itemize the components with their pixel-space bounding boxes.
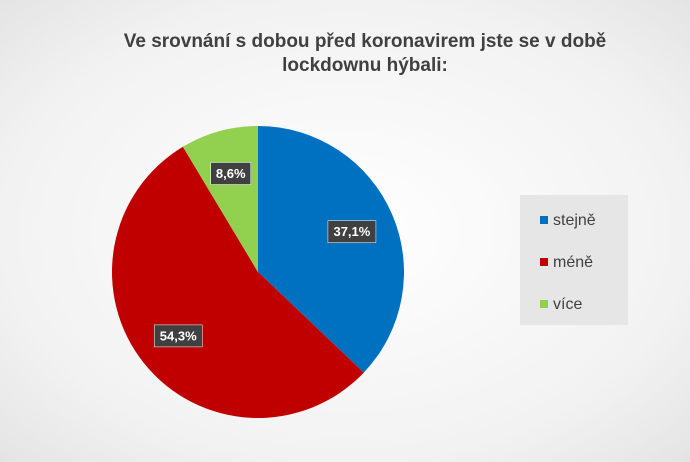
legend-label: méně: [553, 254, 593, 271]
legend-label: stejně: [553, 212, 596, 229]
data-label: 8,6%: [216, 166, 246, 181]
legend-swatch: [540, 258, 548, 266]
data-label-box: [153, 324, 203, 348]
data-label-box: [210, 162, 251, 185]
data-label-box: [327, 220, 377, 243]
chart-title: Ve srovnání s dobou před koronavirem jst…: [123, 31, 607, 76]
pie-slice: [258, 126, 404, 373]
data-label: 37,1%: [333, 224, 370, 239]
data-label: 54,3%: [160, 328, 197, 343]
legend-box: [520, 195, 628, 325]
legend-swatch: [540, 216, 548, 224]
legend-label: více: [553, 296, 582, 313]
pie-slice: [111, 146, 364, 419]
legend-swatch: [540, 300, 548, 308]
